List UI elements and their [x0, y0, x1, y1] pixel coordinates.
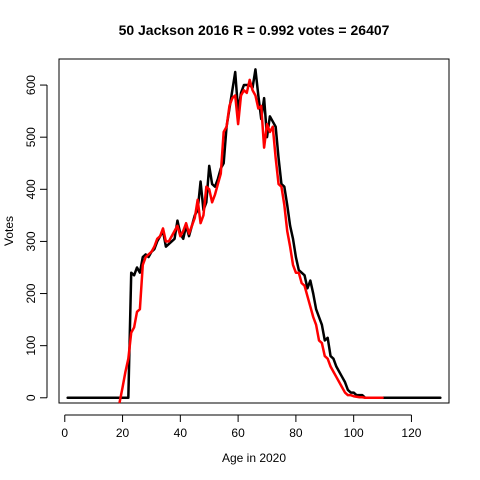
y-tick-label: 400: [24, 179, 38, 199]
x-tick-label: 60: [231, 426, 245, 440]
x-tick-label: 0: [61, 426, 68, 440]
x-tick-label: 80: [289, 426, 303, 440]
plot-frame: [58, 58, 450, 404]
x-tick-label: 120: [401, 426, 421, 440]
y-tick-label: 300: [24, 231, 38, 251]
y-axis-label: Votes: [2, 216, 16, 246]
x-tick-label: 100: [344, 426, 364, 440]
series-layer: [66, 68, 442, 404]
y-tick-label: 500: [24, 127, 38, 147]
series-line-2: [118, 78, 384, 404]
y-axis: 0 100 200 300 400 500 600: [24, 75, 48, 401]
y-tick-label: 100: [24, 335, 38, 355]
y-tick-label: 600: [24, 75, 38, 95]
chart-title: 50 Jackson 2016 R = 0.992 votes = 26407: [119, 22, 390, 38]
y-tick-label: 0: [24, 394, 38, 401]
x-axis-label: Age in 2020: [222, 451, 286, 465]
x-tick-label: 40: [174, 426, 188, 440]
x-tick-label: 20: [116, 426, 130, 440]
x-axis: 0 20 40 60 80 100 120: [61, 414, 422, 440]
y-tick-label: 200: [24, 283, 38, 303]
